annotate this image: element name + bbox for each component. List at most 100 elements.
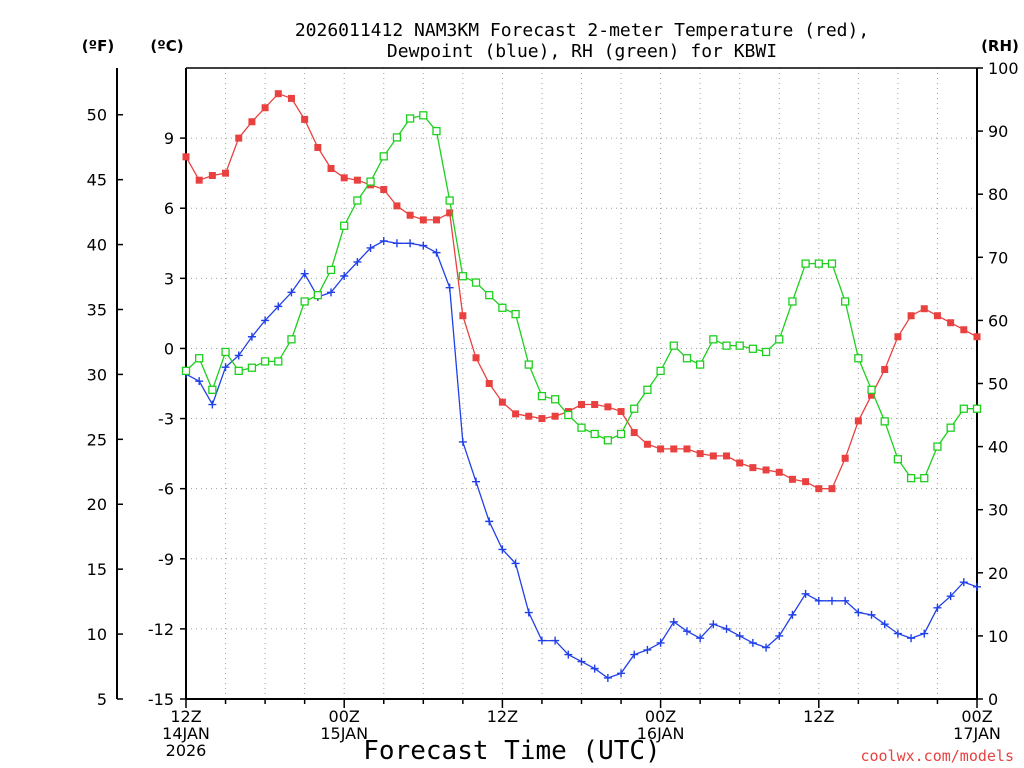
data-point	[274, 90, 282, 98]
data-point	[656, 366, 665, 376]
data-point	[762, 466, 770, 474]
data-point	[643, 645, 652, 654]
data-point	[907, 634, 916, 643]
data-point	[380, 186, 388, 194]
data-point	[933, 312, 941, 320]
data-point	[669, 341, 678, 350]
data-point	[893, 629, 902, 638]
data-point	[657, 445, 665, 453]
data-point	[301, 115, 309, 123]
rh-tick-label: 30	[988, 501, 1008, 520]
celsius-tick-label: -12	[148, 620, 174, 639]
x-tick-label: 00Z	[645, 707, 676, 726]
data-point	[748, 638, 757, 647]
data-point	[722, 624, 731, 633]
data-point	[814, 259, 823, 268]
data-point	[749, 464, 757, 472]
data-point	[775, 468, 783, 476]
data-point	[221, 347, 230, 357]
data-point	[696, 634, 705, 643]
data-point	[195, 176, 203, 184]
data-point	[195, 377, 204, 386]
x-tick-label: 00Z	[961, 707, 992, 726]
fahrenheit-tick-label: 25	[87, 430, 107, 449]
x-tick-label: 12Z	[487, 707, 518, 726]
data-point	[972, 404, 982, 413]
data-point	[854, 417, 862, 425]
data-point	[498, 303, 507, 312]
data-point	[366, 177, 375, 186]
grid-lines	[186, 68, 977, 699]
data-point	[801, 259, 810, 268]
data-point	[643, 440, 651, 448]
celsius-unit-label: (ºC)	[150, 37, 183, 55]
data-point	[235, 134, 243, 142]
data-point	[234, 351, 243, 360]
data-point	[577, 423, 586, 432]
rh-tick-label: 90	[988, 122, 1008, 141]
data-point	[616, 429, 626, 439]
x-tick-label: 00Z	[329, 707, 360, 726]
data-point	[550, 395, 560, 404]
data-point	[432, 216, 440, 224]
data-point	[630, 404, 639, 413]
data-point	[959, 404, 968, 413]
data-point	[261, 104, 269, 112]
data-point	[802, 478, 810, 486]
data-point	[498, 398, 506, 406]
data-point	[261, 316, 270, 325]
data-point	[933, 603, 942, 612]
celsius-tick-label: 0	[164, 339, 174, 358]
data-point	[379, 152, 388, 161]
data-point	[682, 627, 691, 636]
tick-labels: 9630-3-6-9-12-15504540353025201510510090…	[87, 59, 1019, 760]
x-tick-label: 14JAN	[162, 724, 210, 743]
data-point	[525, 412, 533, 420]
source-credit: coolwx.com/models	[860, 747, 1014, 765]
data-point	[459, 312, 467, 320]
data-point	[960, 326, 968, 334]
data-point	[419, 111, 428, 120]
data-point	[524, 360, 533, 369]
fahrenheit-tick-label: 50	[87, 106, 107, 125]
series-dewpoint	[182, 236, 981, 682]
x-tick-label: 16JAN	[637, 724, 685, 743]
data-point	[933, 442, 942, 451]
data-point	[379, 236, 388, 245]
fahrenheit-tick-label: 40	[87, 236, 107, 255]
data-point	[788, 610, 797, 619]
data-point	[472, 477, 481, 486]
rh-tick-label: 50	[988, 375, 1008, 394]
data-point	[432, 248, 441, 257]
rh-unit-label: (RH)	[981, 37, 1019, 55]
data-point	[564, 410, 573, 420]
rh-tick-label: 80	[988, 185, 1008, 204]
data-point	[893, 455, 903, 464]
data-point	[221, 363, 230, 372]
data-point	[577, 657, 586, 666]
data-point	[590, 664, 599, 673]
fahrenheit-tick-label: 30	[87, 365, 107, 384]
data-point	[682, 354, 692, 363]
data-point	[222, 169, 230, 177]
data-point	[854, 608, 863, 617]
rh-tick-label: 70	[988, 248, 1008, 267]
fahrenheit-tick-label: 35	[87, 300, 107, 319]
data-point	[340, 221, 349, 230]
data-point	[736, 459, 744, 467]
data-point	[419, 241, 428, 250]
data-point	[248, 118, 256, 126]
celsius-tick-label: -15	[148, 690, 174, 709]
data-point	[590, 429, 599, 439]
data-point	[366, 243, 375, 252]
data-point	[920, 629, 929, 638]
data-point	[327, 164, 335, 172]
data-point	[537, 636, 546, 645]
data-point	[392, 133, 402, 142]
data-point	[788, 297, 797, 306]
data-point	[788, 475, 796, 483]
celsius-tick-label: 9	[164, 129, 174, 148]
data-point	[761, 347, 771, 357]
data-point	[973, 333, 981, 341]
